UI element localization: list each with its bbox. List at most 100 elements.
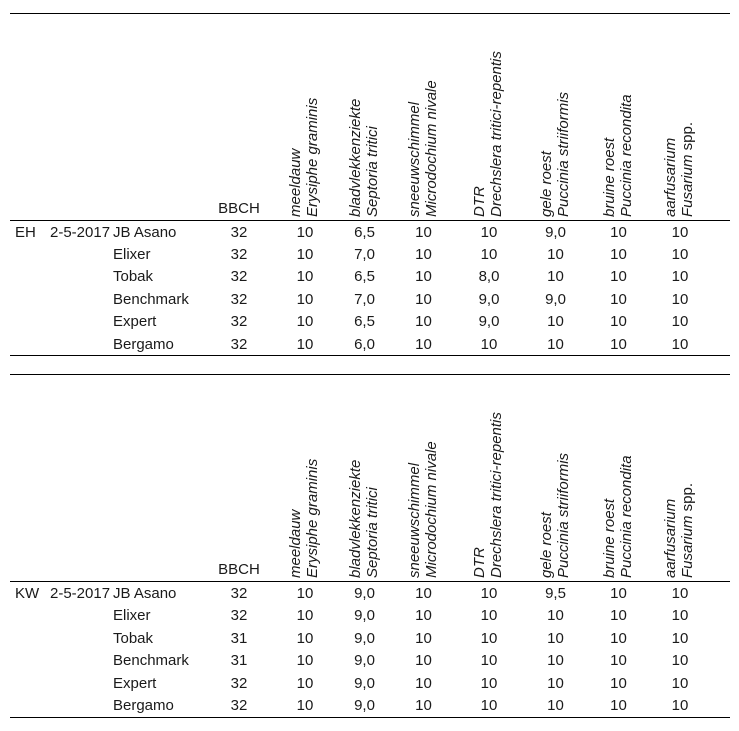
disease-column-header: bruine roest Puccinia recondita — [588, 375, 649, 582]
table-row: Expert 32 10 6,5 10 9,0 10 10 10 — [10, 311, 730, 333]
score-cell: 10 — [610, 585, 627, 603]
disease-column-header: DTR Drechslera tritici-repentis — [455, 375, 523, 582]
score-cell: 10 — [671, 268, 689, 286]
variety-name: Tobak — [113, 629, 154, 647]
score-cell: 10 — [480, 246, 498, 264]
score-cell: 9,0 — [545, 290, 566, 308]
observation-date — [50, 605, 113, 627]
spacer-cell — [711, 221, 730, 244]
score-cell: 6,5 — [354, 313, 375, 331]
score-cell: 10 — [296, 268, 314, 286]
disease-dutch-name-text: DTR — [471, 186, 488, 217]
score-cell: 10 — [547, 629, 564, 647]
disease-dutch-name: meeldauw — [287, 459, 305, 578]
observation-date — [50, 243, 113, 265]
rotated-header-label: gele roest Puccinia striiformis — [538, 92, 572, 217]
score-cell: 10 — [296, 652, 314, 670]
disease-latin-name: Fusarium spp. — [678, 483, 697, 579]
disease-latin-name: Microdochium nivale — [422, 80, 440, 217]
disease-dutch-name-text: bladvlekkenziekte — [346, 98, 364, 217]
site-code — [10, 672, 50, 694]
score-cell: 10 — [296, 674, 314, 692]
site-code — [10, 288, 50, 310]
variety-name: Bergamo — [113, 335, 174, 353]
disease-latin-name-text: Fusarium — [678, 515, 696, 579]
spacer-cell — [711, 243, 730, 265]
variety-name: Expert — [113, 313, 157, 331]
disease-latin-name-text: Erysiphe graminis — [303, 459, 321, 579]
site-header-empty — [10, 375, 50, 582]
score-cell: 10 — [671, 246, 689, 264]
score-cell: 10 — [415, 674, 432, 692]
header-row: BBCH meeldauw Erysiphe graminis bladvlekken… — [10, 375, 730, 582]
disease-dutch-name-text: DTR — [471, 547, 488, 579]
score-cell: 10 — [671, 313, 689, 331]
disease-latin-name: Septoria tritici — [363, 99, 381, 217]
score-cell: 10 — [610, 290, 627, 308]
observation-table-eh: BBCH meeldauw Erysiphe graminis bladvlekken… — [10, 13, 730, 357]
disease-dutch-name-text: sneeuwschimmel — [405, 463, 423, 579]
spacer-cell — [711, 694, 730, 717]
spacer-cell — [711, 311, 730, 333]
site-code — [10, 266, 50, 288]
score-cell: 10 — [415, 223, 432, 241]
variety-name: Benchmark — [113, 652, 189, 670]
score-cell: 10 — [547, 607, 564, 625]
variety-name: JB Asano — [113, 223, 177, 241]
score-cell: 10 — [610, 313, 627, 331]
disease-latin-name-text: Microdochium nivale — [422, 441, 439, 579]
table-header: BBCH meeldauw Erysiphe graminis bladvlekken… — [10, 375, 730, 582]
table-body: KW 2-5-2017 JB Asano 32 10 9,0 10 10 9,5 10 10 Elix… — [10, 582, 730, 717]
disease-column-header: aarfusarium Fusarium spp. — [649, 14, 711, 221]
observation-date — [50, 650, 113, 672]
disease-latin-name: Drechslera tritici-repentis — [488, 412, 506, 578]
disease-dutch-name-text: bruine roest — [600, 499, 618, 579]
score-cell: 10 — [415, 629, 432, 647]
score-cell: 10 — [547, 696, 564, 714]
score-cell: 10 — [610, 674, 627, 692]
score-cell: 10 — [415, 696, 432, 714]
score-cell: 10 — [610, 629, 627, 647]
bbch-column-header: BBCH — [218, 200, 260, 217]
score-cell: 9,0 — [354, 607, 375, 625]
score-cell: 9,0 — [354, 674, 375, 692]
score-cell: 10 — [480, 674, 498, 692]
observation-date: 2-5-2017 — [50, 223, 111, 241]
spacer-cell — [711, 333, 730, 356]
score-cell: 7,0 — [354, 290, 375, 308]
header-row: BBCH meeldauw Erysiphe graminis bladvlekken… — [10, 14, 730, 221]
score-cell: 10 — [610, 696, 627, 714]
site-code — [10, 650, 50, 672]
score-cell: 9,0 — [354, 652, 375, 670]
score-cell: 10 — [296, 629, 314, 647]
score-cell: 10 — [610, 335, 627, 353]
date-header-empty — [50, 14, 113, 221]
observation-date — [50, 627, 113, 649]
date-header-empty — [50, 375, 113, 582]
table-row: Bergamo 32 10 9,0 10 10 10 10 10 — [10, 694, 730, 717]
disease-dutch-name: DTR — [471, 412, 489, 579]
rotated-header-label: meeldauw Erysiphe graminis — [287, 98, 321, 217]
disease-latin-name-text: Puccinia striiformis — [554, 453, 571, 579]
score-cell: 10 — [415, 246, 432, 264]
score-cell: 6,5 — [354, 223, 375, 241]
spacer-cell — [711, 627, 730, 649]
score-cell: 10 — [480, 335, 498, 353]
disease-dutch-name: bruine roest — [600, 456, 619, 579]
disease-column-header: gele roest Puccinia striiformis — [523, 375, 588, 582]
bbch-value: 32 — [230, 674, 248, 692]
disease-latin-suffix-text: spp. — [678, 121, 696, 155]
observation-date — [50, 694, 113, 717]
score-cell: 10 — [296, 335, 314, 353]
spacer-cell — [711, 582, 730, 605]
disease-dutch-name-text: aarfusarium — [662, 499, 679, 579]
score-cell: 7,0 — [354, 246, 375, 264]
table-row: EH 2-5-2017 JB Asano 32 10 6,5 10 10 9,0 10 10 — [10, 221, 730, 244]
score-cell: 9,0 — [354, 585, 375, 603]
score-cell: 8,0 — [478, 268, 500, 286]
disease-latin-name: Puccinia striiformis — [554, 453, 572, 579]
disease-column-header: meeldauw Erysiphe graminis — [273, 375, 337, 582]
disease-latin-name: Fusarium spp. — [678, 121, 697, 217]
disease-latin-name: Septoria tritici — [363, 460, 381, 578]
disease-dutch-name: aarfusarium — [662, 122, 680, 217]
